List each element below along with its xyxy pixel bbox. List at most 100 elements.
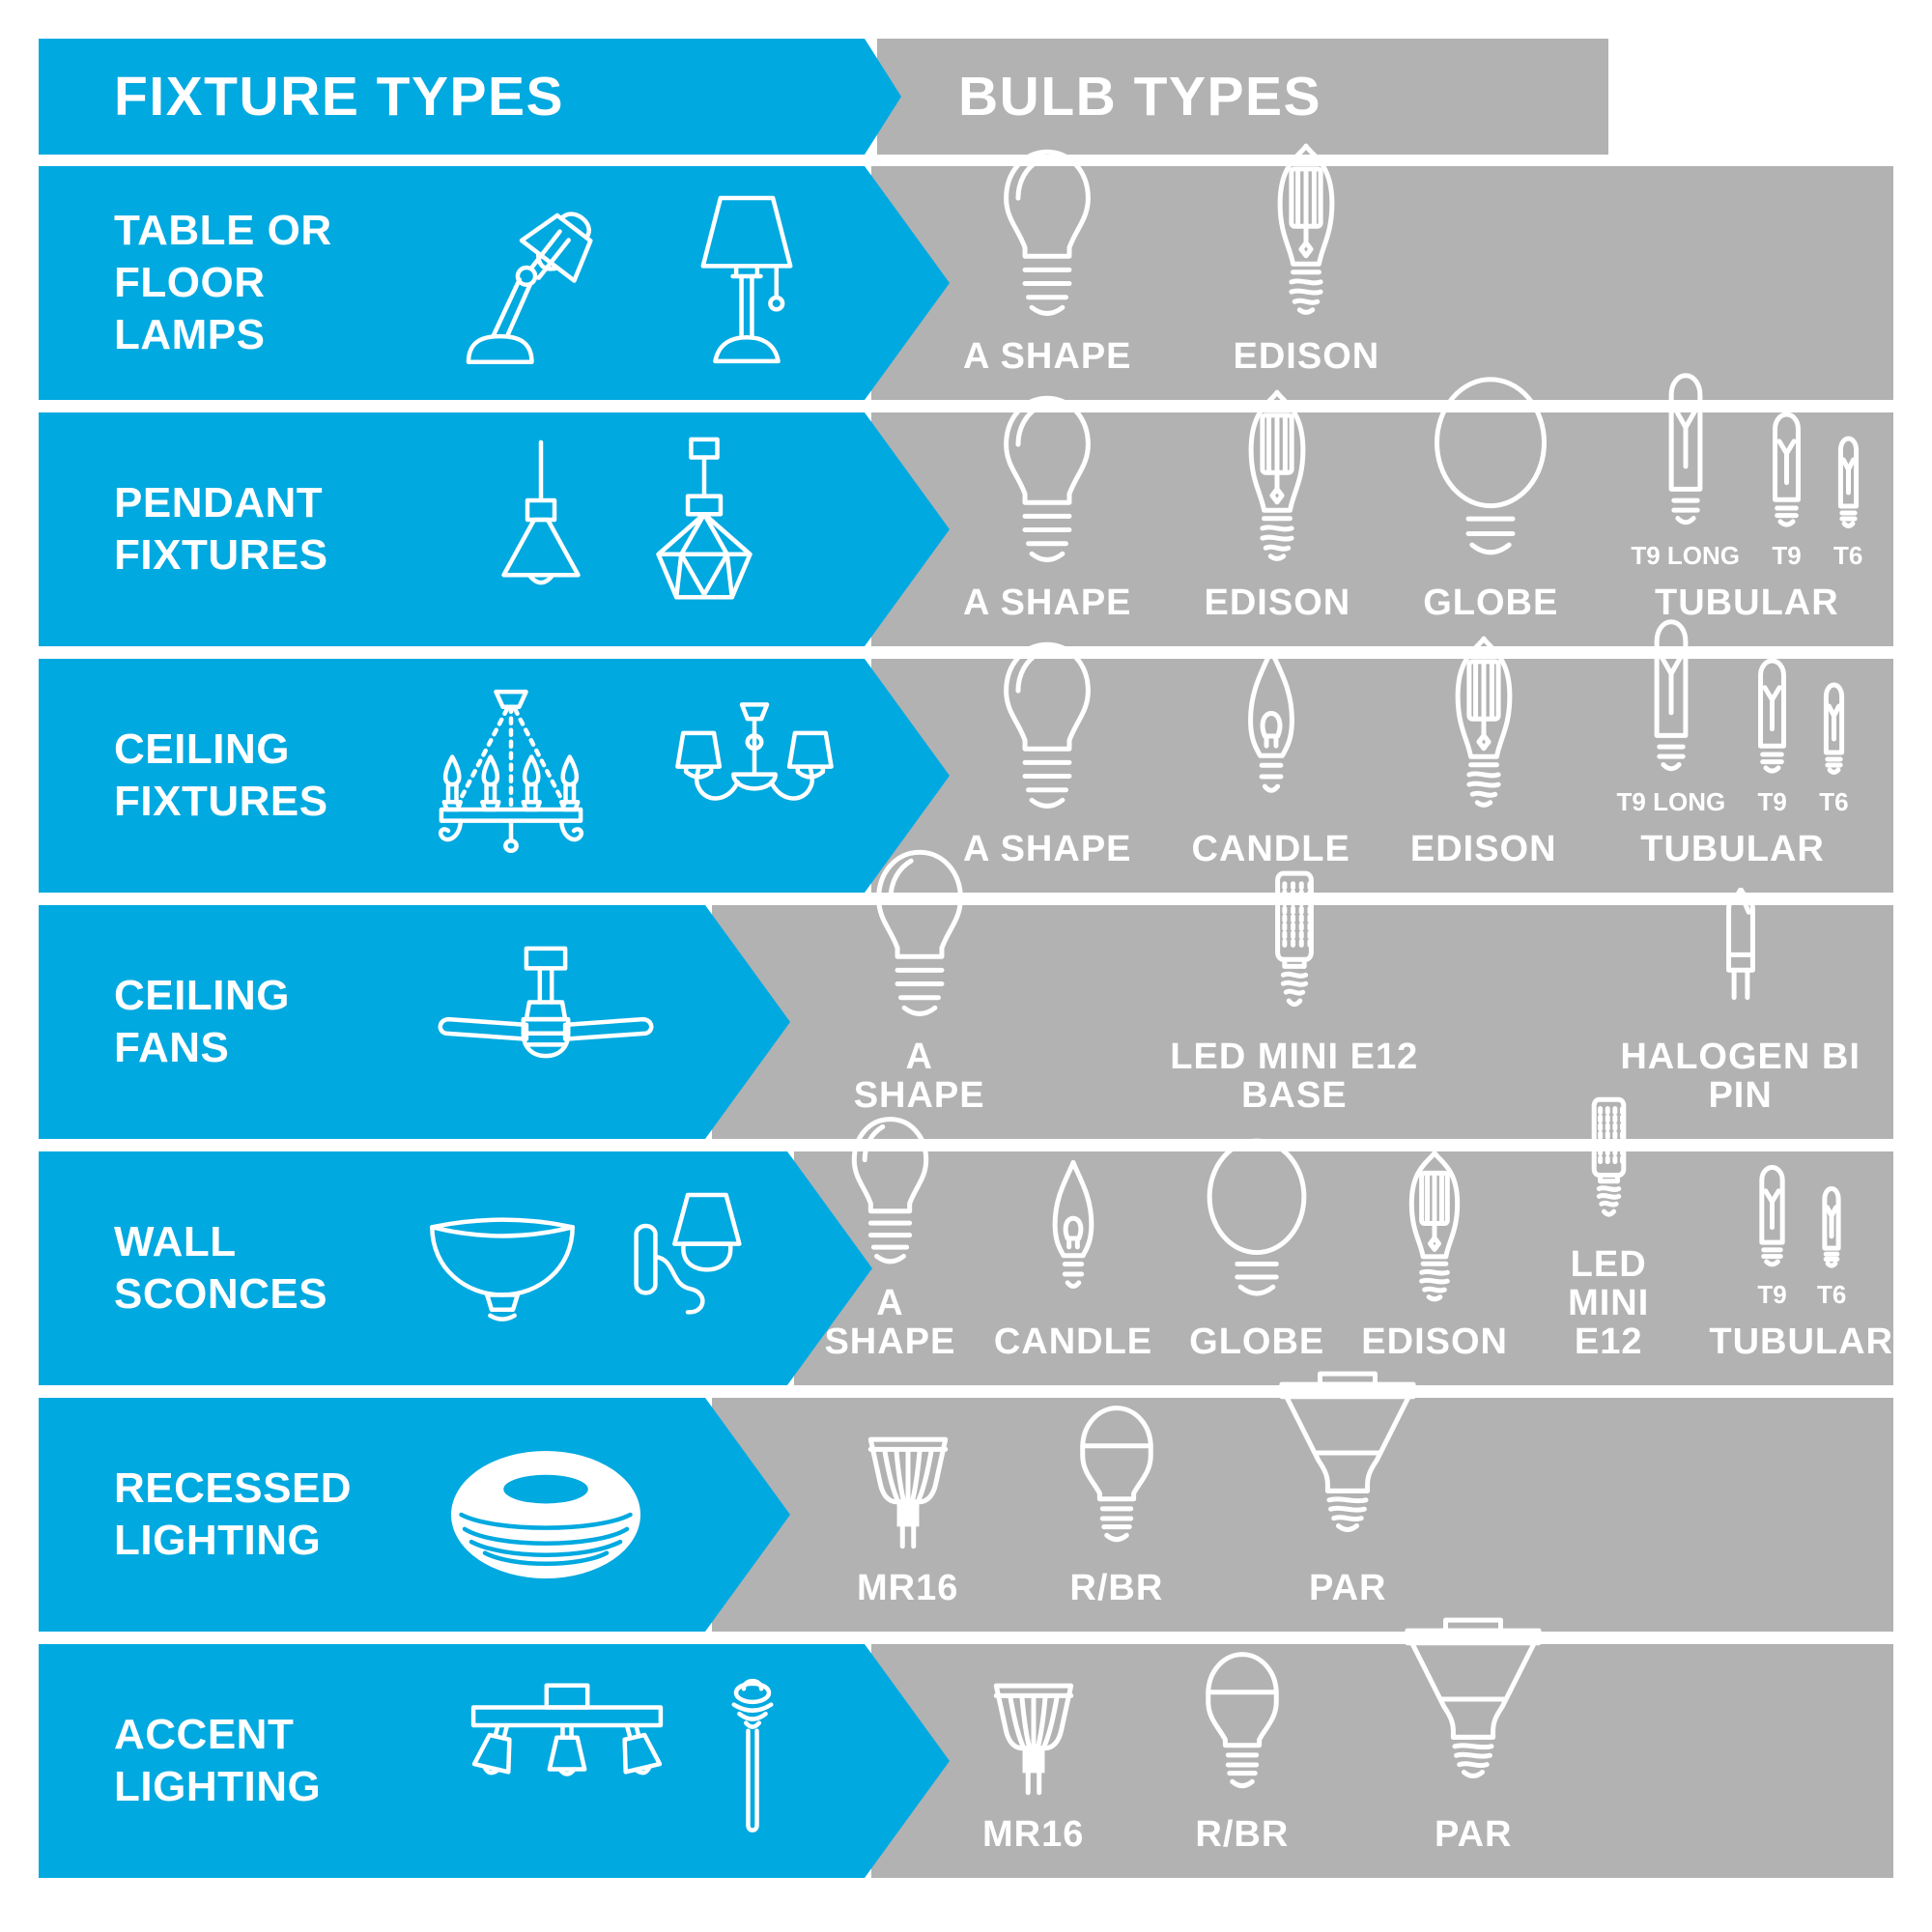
bulb-type-label: LED MINI E12 BASE xyxy=(1170,1037,1419,1117)
globe-icon xyxy=(1200,1136,1314,1310)
candle-icon xyxy=(1045,1158,1101,1310)
bulb-type-label: CANDLE xyxy=(993,1321,1153,1363)
par-icon xyxy=(1400,1617,1547,1803)
fixture-banner: ACCENT LIGHTING xyxy=(39,1644,950,1878)
a-shape-icon xyxy=(996,393,1098,571)
bulb-type: T9 LONG T9 T6 TUBULAR xyxy=(1617,615,1849,869)
bulb-variant-label: T6 xyxy=(1833,541,1863,571)
bulb-type: EDISON xyxy=(1205,387,1351,623)
bulb-type-label: LED MINI E12 xyxy=(1568,1244,1650,1363)
a-shape-icon xyxy=(868,847,971,1025)
bulb-type: A SHAPE xyxy=(838,847,1001,1116)
led-mini-icon xyxy=(1266,867,1322,1025)
fixture-types-header: FIXTURE TYPES xyxy=(39,39,901,155)
bulb-variant-label: T9 xyxy=(1757,787,1787,817)
bulb-variant-label: T9 xyxy=(1757,1280,1787,1310)
tubular-icon xyxy=(1756,1163,1788,1270)
fixture-label: WALL SCONCES xyxy=(114,1218,328,1318)
ceiling-fan-icon xyxy=(434,943,658,1101)
led-mini-icon xyxy=(1584,1094,1634,1233)
bulb-variant: T6 xyxy=(1817,1185,1846,1310)
bulb-type-label: EDISON xyxy=(1233,336,1380,378)
tubular-icon xyxy=(1821,1185,1842,1270)
bulb-type-label: HALOGEN BI PIN xyxy=(1620,1037,1861,1117)
bulb-type: EDISON xyxy=(1234,141,1380,377)
bulb-type-label: GLOBE xyxy=(1189,1321,1325,1363)
tubular-icon xyxy=(1754,656,1790,778)
fixture-row: TABLE OR FLOOR LAMPS A SHAPE EDISON xyxy=(39,166,1893,400)
bulb-type: MR16 xyxy=(982,1681,1084,1855)
tubular-icon xyxy=(1649,615,1693,778)
candle-icon xyxy=(1239,645,1303,817)
bulb-type: CANDLE xyxy=(1192,645,1350,869)
bulb-variant-label: T6 xyxy=(1819,787,1849,817)
fixture-row: CEILING FIXTURES A SHAPE CANDLE EDISON T9 LO… xyxy=(39,659,1893,893)
par-icon xyxy=(1274,1371,1421,1556)
bulb-type: EDISON xyxy=(1361,1149,1508,1362)
fixture-label: TABLE OR FLOOR LAMPS xyxy=(114,207,332,358)
bulb-type: T9 LONG T9 T6 TUBULAR xyxy=(1631,369,1862,623)
bulb-variant: T9 LONG xyxy=(1631,369,1740,571)
bulb-types-title: BULB TYPES xyxy=(958,66,1322,128)
bulb-type: EDISON xyxy=(1410,634,1557,869)
bulb-type: HALOGEN BI PIN xyxy=(1587,888,1893,1116)
bulb-list: A SHAPE LED MINI E12 BASE HALOGEN BI PIN xyxy=(838,905,1893,1139)
bulb-list: A SHAPE EDISON xyxy=(963,166,1379,400)
wall-sconce-icon xyxy=(629,1187,747,1350)
bulb-type: MR16 xyxy=(857,1435,958,1608)
fixture-icons xyxy=(426,1187,855,1350)
bulb-list: A SHAPE CANDLE GLOBE EDISON LED MINI E12 T9 T6… xyxy=(823,1151,1893,1385)
fixture-banner: WALL SCONCES xyxy=(39,1151,872,1385)
fixture-row: WALL SCONCES A SHAPE CANDLE GLOBE EDISON LED … xyxy=(39,1151,1893,1385)
fixture-row: PENDANT FIXTURES A SHAPE EDISON GLOBE T9 LON… xyxy=(39,412,1893,646)
r-br-icon xyxy=(1071,1400,1162,1556)
globe-icon xyxy=(1426,374,1555,571)
edison-icon xyxy=(1265,141,1347,325)
tubular-icon xyxy=(1822,681,1846,778)
bulb-variant: T6 xyxy=(1833,435,1862,571)
fixture-icons xyxy=(434,943,766,1101)
fixture-icons xyxy=(487,437,871,622)
edison-icon xyxy=(1443,634,1524,817)
chandelier-shades-icon xyxy=(664,699,845,852)
bulb-type: PAR xyxy=(1274,1371,1421,1608)
bulb-variant: T9 xyxy=(1769,410,1804,571)
bulb-type-label: MR16 xyxy=(857,1568,959,1609)
fixture-icons xyxy=(430,190,928,376)
bulb-list: MR16 R/BR PAR xyxy=(982,1644,1547,1878)
fixture-row: ACCENT LIGHTING MR16 R/BR PAR xyxy=(39,1644,1893,1878)
bulb-variant-label: T9 LONG xyxy=(1616,787,1726,817)
bulb-type: GLOBE xyxy=(1423,374,1558,623)
bowl-light-icon xyxy=(426,1209,579,1327)
a-shape-icon xyxy=(996,147,1098,325)
bulb-type: R/BR xyxy=(1195,1646,1289,1855)
bulb-type: CANDLE xyxy=(994,1158,1152,1362)
bulb-type: LED MINI E12 BASE xyxy=(1117,867,1471,1116)
bulb-type-label: A SHAPE xyxy=(853,1037,985,1117)
bulb-type-label: MR16 xyxy=(982,1814,1085,1856)
bulb-type: PAR xyxy=(1400,1617,1547,1855)
a-shape-icon xyxy=(996,639,1098,817)
mr16-icon xyxy=(867,1435,950,1556)
track-light-icon xyxy=(465,1680,669,1842)
r-br-icon xyxy=(1197,1646,1288,1803)
fixture-label: CEILING FANS xyxy=(114,972,290,1071)
a-shape-icon xyxy=(845,1115,935,1271)
bulb-type-label: CANDLE xyxy=(1191,829,1350,870)
bulb-panel xyxy=(794,1151,1893,1385)
bulb-types-header: BULB TYPES xyxy=(877,39,1608,155)
tubular-icon xyxy=(1769,410,1804,531)
fixture-label: PENDANT FIXTURES xyxy=(114,479,328,579)
bulb-type: A SHAPE xyxy=(963,639,1132,869)
bulb-variant: T9 LONG xyxy=(1616,615,1726,817)
bulb-list: A SHAPE EDISON GLOBE T9 LONG T9 T6 TUBULAR xyxy=(963,412,1862,646)
fixture-banner: TABLE OR FLOOR LAMPS xyxy=(39,166,950,400)
fixture-label: ACCENT LIGHTING xyxy=(114,1711,322,1810)
path-light-icon xyxy=(720,1673,785,1849)
bulb-type-label: PAR xyxy=(1435,1814,1513,1856)
bulb-type-label: A SHAPE xyxy=(963,582,1132,624)
bulb-type-label: TUBULAR xyxy=(1709,1321,1893,1363)
bulb-type-label: EDISON xyxy=(1361,1321,1508,1363)
fixture-label: CEILING FIXTURES xyxy=(114,725,328,825)
